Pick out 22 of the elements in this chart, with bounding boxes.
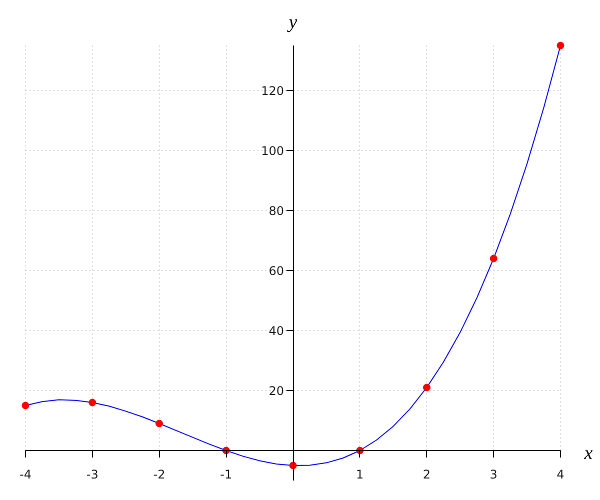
y-tick-label: 20 (268, 384, 284, 398)
x-tick-label: -2 (153, 468, 166, 482)
point (156, 420, 163, 428)
y-tick-label: 120 (261, 84, 284, 98)
point (22, 402, 30, 410)
point (423, 384, 430, 392)
point (490, 254, 498, 262)
x-tick-label: -4 (20, 468, 32, 482)
y-tick-label: 40 (268, 324, 284, 338)
y-tick-label: 100 (261, 144, 284, 158)
x-tick-label: -3 (86, 468, 98, 482)
x-axis-title: x (583, 443, 594, 464)
x-tick-label: 4 (556, 468, 564, 482)
x-tick-label: 3 (490, 468, 498, 482)
point (556, 42, 564, 50)
x-tick-label: 1 (356, 468, 364, 482)
y-tick-label: 60 (268, 264, 284, 278)
y-tick-label: 80 (268, 204, 284, 218)
y-axis-title: y (286, 12, 298, 33)
x-tick-label: -1 (220, 468, 232, 482)
point (88, 398, 96, 406)
x-tick-label: 2 (422, 468, 431, 482)
